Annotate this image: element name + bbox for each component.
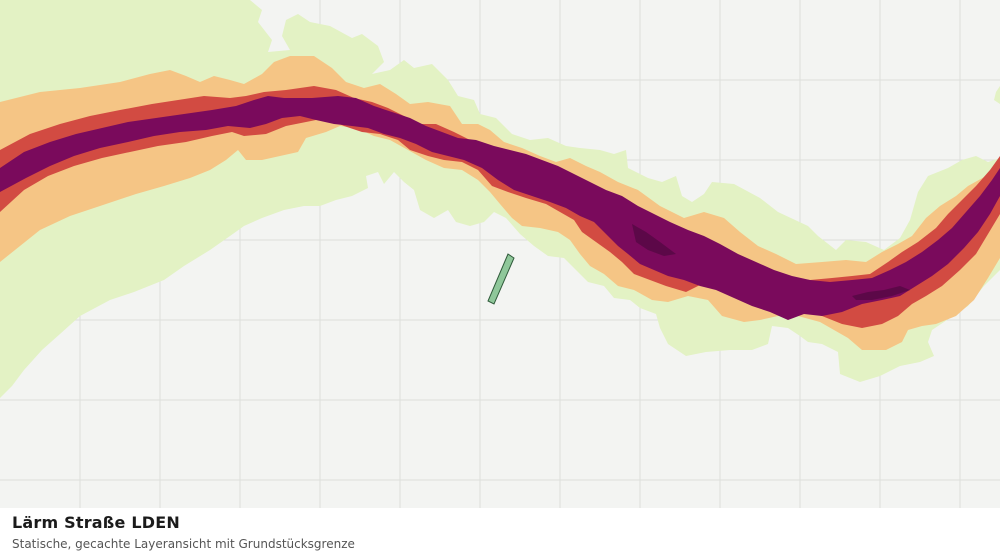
noise-band-very-high <box>0 96 1000 320</box>
layer-title: Lärm Straße LDEN <box>12 513 180 532</box>
layer-subtitle: Statische, gecachte Layeransicht mit Gru… <box>12 537 355 551</box>
noise-band-outer-island <box>994 86 1000 104</box>
noise-band-peak-2 <box>852 286 910 300</box>
noise-map[interactable] <box>0 0 1000 508</box>
parcel-boundary[interactable] <box>487 253 515 305</box>
map-canvas[interactable] <box>0 0 1000 508</box>
map-caption: Lärm Straße LDEN Statische, gecachte Lay… <box>0 508 1000 560</box>
noise-band-peak-1 <box>632 224 676 256</box>
